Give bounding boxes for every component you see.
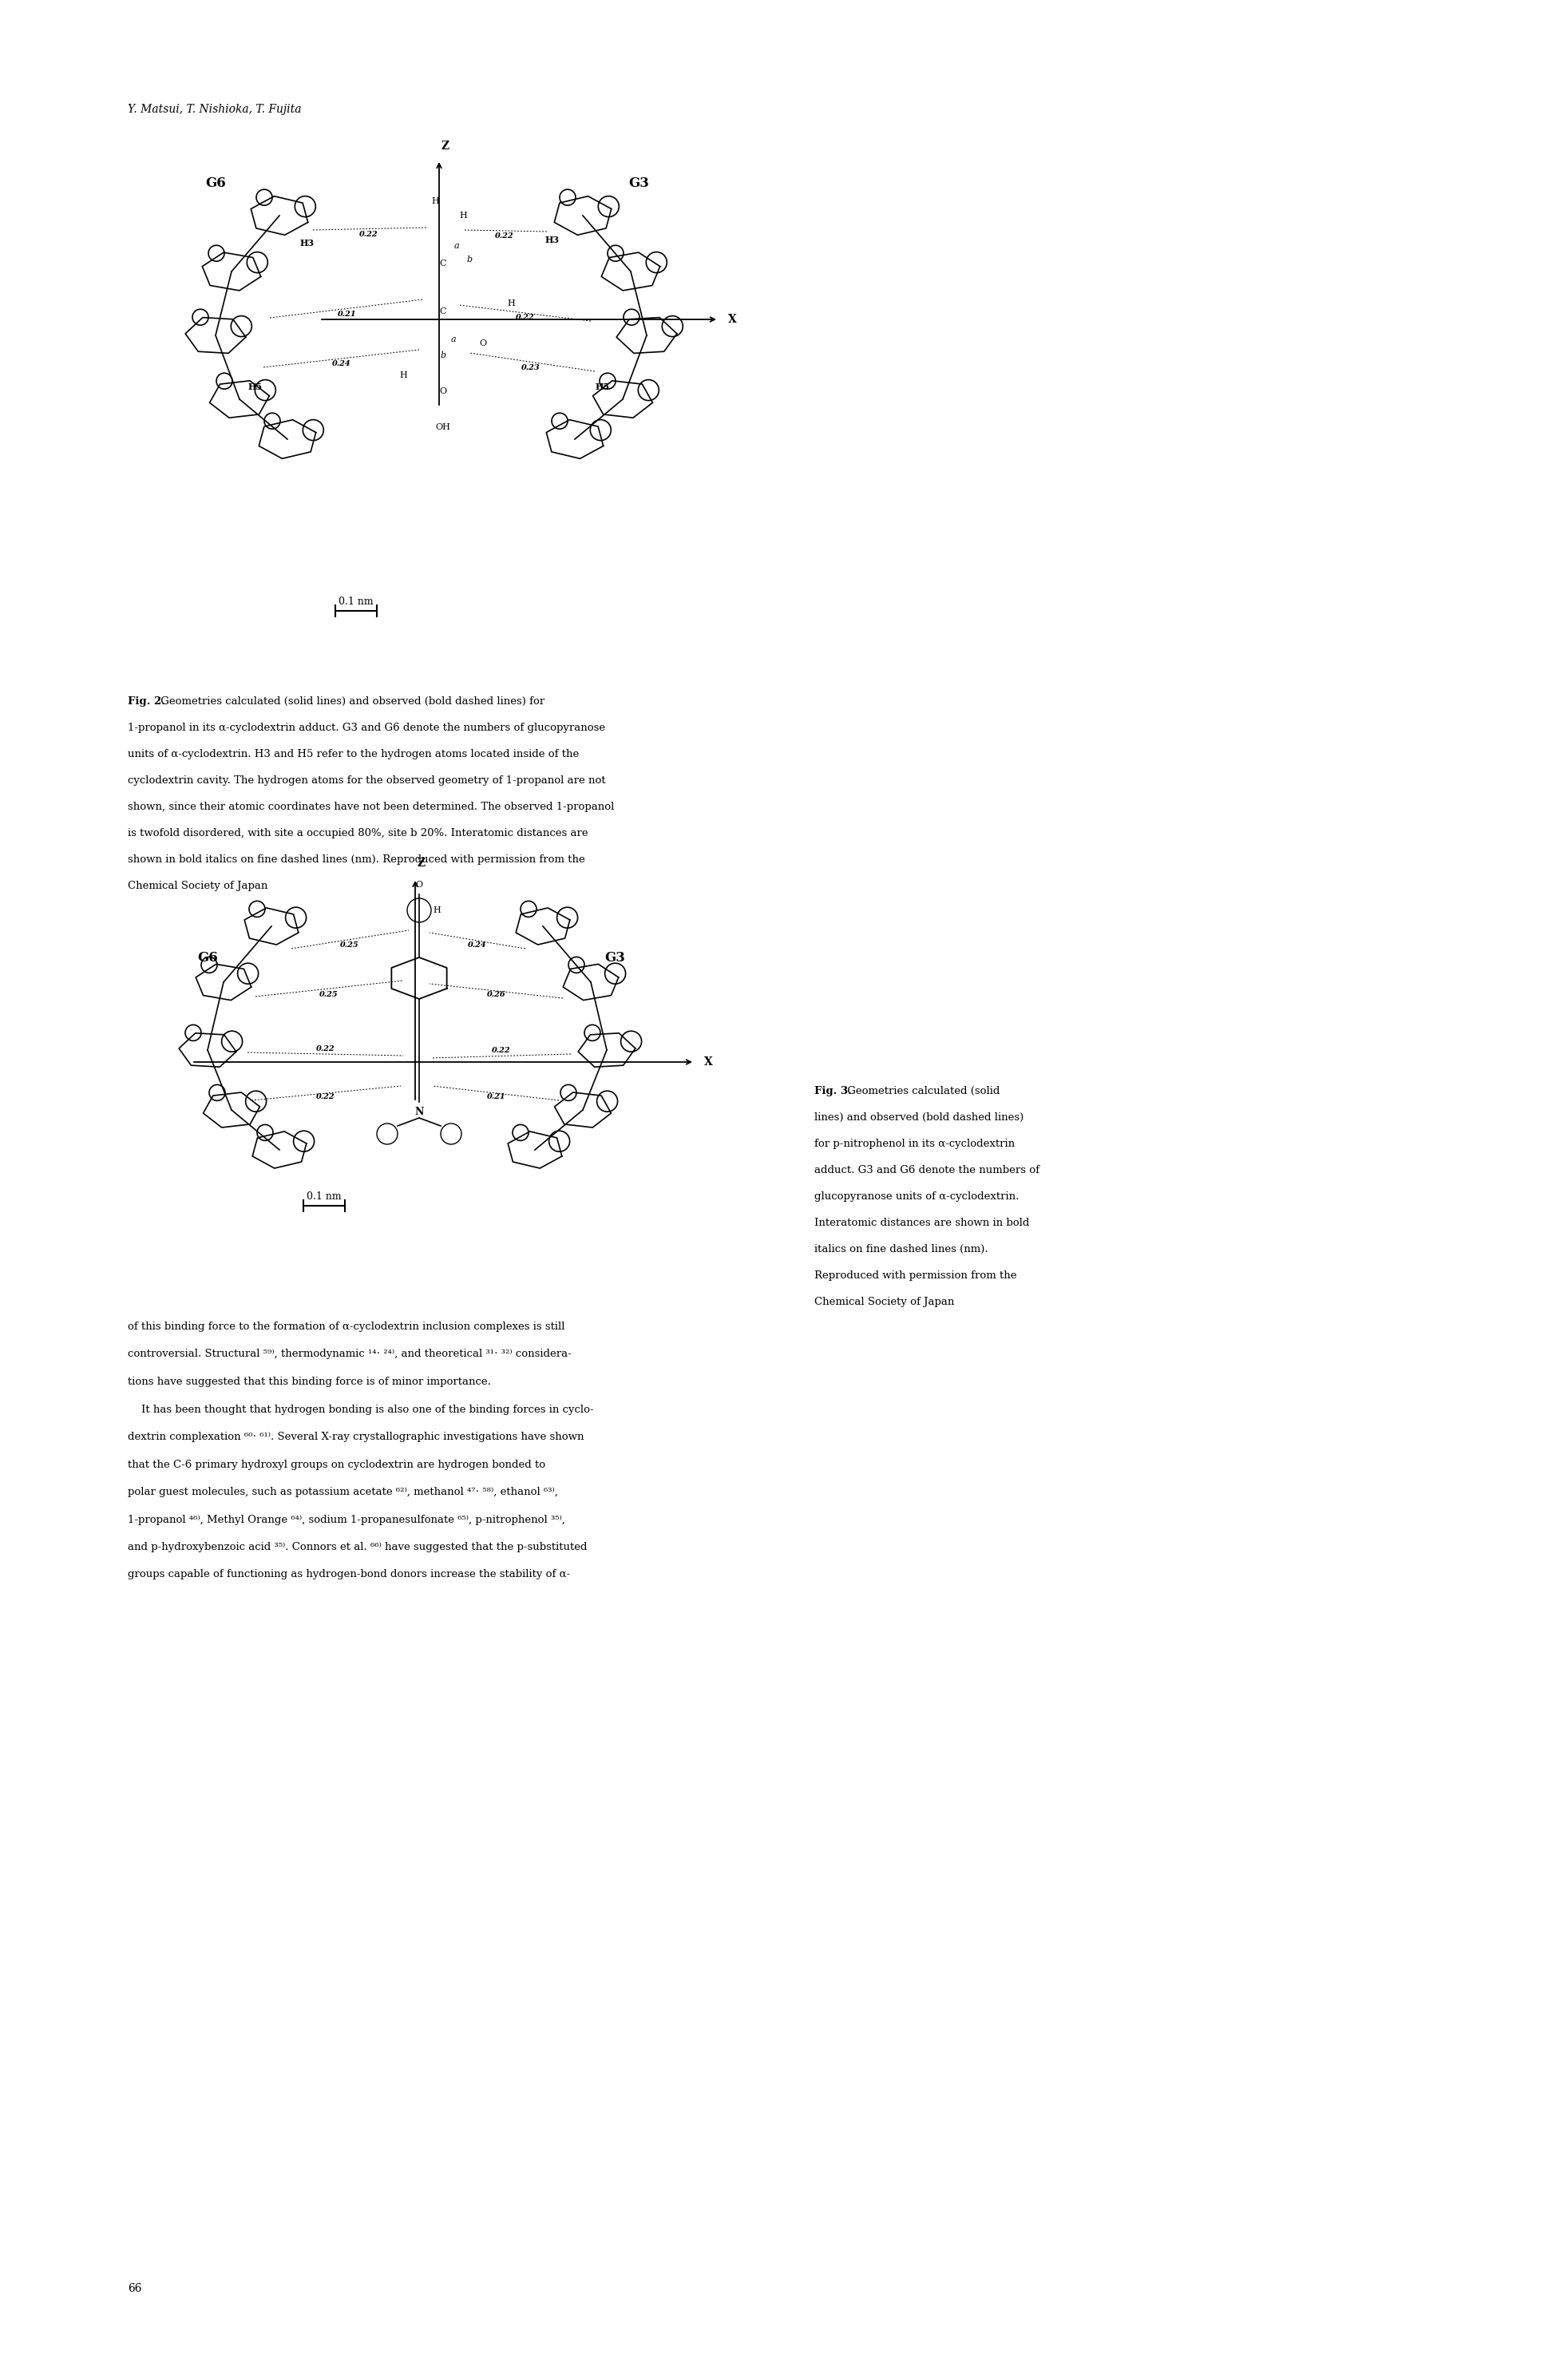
Text: units of α-cyclodextrin. H3 and H5 refer to the hydrogen atoms located inside of: units of α-cyclodextrin. H3 and H5 refer… (127, 750, 579, 759)
Text: glucopyranose units of α-cyclodextrin.: glucopyranose units of α-cyclodextrin. (814, 1191, 1019, 1203)
Text: 0.22: 0.22 (317, 1045, 336, 1052)
Text: 0.1 nm: 0.1 nm (339, 597, 373, 606)
Text: cyclodextrin cavity. The hydrogen atoms for the observed geometry of 1-propanol : cyclodextrin cavity. The hydrogen atoms … (127, 776, 605, 785)
Text: 1-propanol ⁴⁶⁾, Methyl Orange ⁶⁴⁾, sodium 1-propanesulfonate ⁶⁵⁾, p-nitrophenol : 1-propanol ⁴⁶⁾, Methyl Orange ⁶⁴⁾, sodiu… (127, 1514, 564, 1526)
Text: Chemical Society of Japan: Chemical Society of Japan (814, 1297, 955, 1306)
Text: G6: G6 (198, 950, 218, 964)
Text: H: H (433, 905, 441, 915)
Text: H: H (431, 198, 439, 205)
Text: X: X (728, 314, 737, 325)
Text: C: C (439, 307, 447, 316)
Text: italics on fine dashed lines (nm).: italics on fine dashed lines (nm). (814, 1245, 988, 1254)
Text: G6: G6 (205, 177, 226, 191)
Text: 0.24: 0.24 (332, 361, 351, 368)
Text: C: C (439, 259, 447, 266)
Text: H5: H5 (596, 382, 610, 391)
Text: 0.22: 0.22 (317, 1094, 336, 1101)
Text: groups capable of functioning as hydrogen-bond donors increase the stability of : groups capable of functioning as hydroge… (127, 1570, 571, 1580)
Text: that the C-6 primary hydroxyl groups on cyclodextrin are hydrogen bonded to: that the C-6 primary hydroxyl groups on … (127, 1460, 546, 1469)
Text: Fig. 2.: Fig. 2. (127, 696, 165, 707)
Text: polar guest molecules, such as potassium acetate ⁶²⁾, methanol ⁴⁷⋅ ⁵⁸⁾, ethanol : polar guest molecules, such as potassium… (127, 1488, 558, 1497)
Text: 0.22: 0.22 (492, 1047, 511, 1054)
Text: adduct. G3 and G6 denote the numbers of: adduct. G3 and G6 denote the numbers of (814, 1165, 1040, 1174)
Text: tions have suggested that this binding force is of minor importance.: tions have suggested that this binding f… (127, 1377, 491, 1387)
Text: Geometries calculated (solid lines) and observed (bold dashed lines) for: Geometries calculated (solid lines) and … (157, 696, 544, 707)
Text: H: H (459, 212, 467, 219)
Text: N: N (414, 1106, 423, 1118)
Text: X: X (704, 1056, 713, 1068)
Text: is twofold disordered, with site a occupied 80%, site b 20%. Interatomic distanc: is twofold disordered, with site a occup… (127, 828, 588, 839)
Text: for p-nitrophenol in its α-cyclodextrin: for p-nitrophenol in its α-cyclodextrin (814, 1139, 1014, 1148)
Text: H3: H3 (299, 238, 315, 248)
Text: 0.26: 0.26 (488, 990, 506, 997)
Text: Interatomic distances are shown in bold: Interatomic distances are shown in bold (814, 1217, 1030, 1229)
Text: Chemical Society of Japan: Chemical Society of Japan (127, 882, 268, 891)
Text: 0.21: 0.21 (337, 311, 358, 318)
Text: O: O (480, 340, 486, 347)
Text: H: H (506, 299, 514, 307)
Text: O: O (416, 882, 423, 889)
Text: H5: H5 (248, 382, 263, 391)
Text: H: H (400, 370, 408, 380)
Text: b: b (441, 351, 445, 358)
Text: Y. Matsui, T. Nishioka, T. Fujita: Y. Matsui, T. Nishioka, T. Fujita (127, 104, 301, 116)
Text: 0.22: 0.22 (516, 314, 535, 321)
Text: H3: H3 (546, 236, 560, 243)
Text: dextrin complexation ⁶⁰⋅ ⁶¹⁾. Several X-ray crystallographic investigations have: dextrin complexation ⁶⁰⋅ ⁶¹⁾. Several X-… (127, 1431, 583, 1443)
Text: Z: Z (442, 141, 450, 151)
Text: Z: Z (417, 858, 425, 868)
Text: a: a (455, 243, 459, 250)
Text: 0.22: 0.22 (359, 231, 378, 238)
Text: shown in bold italics on fine dashed lines (nm). Reproduced with permission from: shown in bold italics on fine dashed lin… (127, 854, 585, 865)
Text: a: a (452, 335, 456, 344)
Text: 1-propanol in its α-cyclodextrin adduct. G3 and G6 denote the numbers of glucopy: 1-propanol in its α-cyclodextrin adduct.… (127, 722, 605, 733)
Text: controversial. Structural ⁵⁹⁾, thermodynamic ¹⁴⋅ ²⁴⁾, and theoretical ³¹⋅ ³²⁾ co: controversial. Structural ⁵⁹⁾, thermodyn… (127, 1349, 571, 1361)
Text: of this binding force to the formation of α-cyclodextrin inclusion complexes is : of this binding force to the formation o… (127, 1320, 564, 1332)
Text: 0.1 nm: 0.1 nm (307, 1191, 342, 1203)
Text: G3: G3 (604, 950, 626, 964)
Text: 0.23: 0.23 (522, 363, 541, 370)
Text: shown, since their atomic coordinates have not been determined. The observed 1-p: shown, since their atomic coordinates ha… (127, 802, 615, 811)
Text: lines) and observed (bold dashed lines): lines) and observed (bold dashed lines) (814, 1113, 1024, 1122)
Text: 0.21: 0.21 (488, 1094, 506, 1101)
Text: Geometries calculated (solid: Geometries calculated (solid (844, 1087, 999, 1096)
Text: b: b (467, 255, 472, 264)
Text: O: O (439, 387, 447, 396)
Text: Fig. 3.: Fig. 3. (814, 1087, 851, 1096)
Text: 66: 66 (127, 2283, 141, 2294)
Text: 0.25: 0.25 (340, 941, 359, 948)
Text: It has been thought that hydrogen bonding is also one of the binding forces in c: It has been thought that hydrogen bondin… (127, 1403, 594, 1415)
Text: 0.25: 0.25 (320, 990, 339, 997)
Text: and p-hydroxybenzoic acid ³⁵⁾. Connors et al. ⁶⁶⁾ have suggested that the p-subs: and p-hydroxybenzoic acid ³⁵⁾. Connors e… (127, 1542, 586, 1552)
Text: 0.24: 0.24 (467, 941, 486, 948)
Text: G3: G3 (629, 177, 649, 191)
Text: Reproduced with permission from the: Reproduced with permission from the (814, 1271, 1016, 1280)
Text: OH: OH (436, 422, 450, 432)
Text: 0.22: 0.22 (495, 233, 514, 241)
